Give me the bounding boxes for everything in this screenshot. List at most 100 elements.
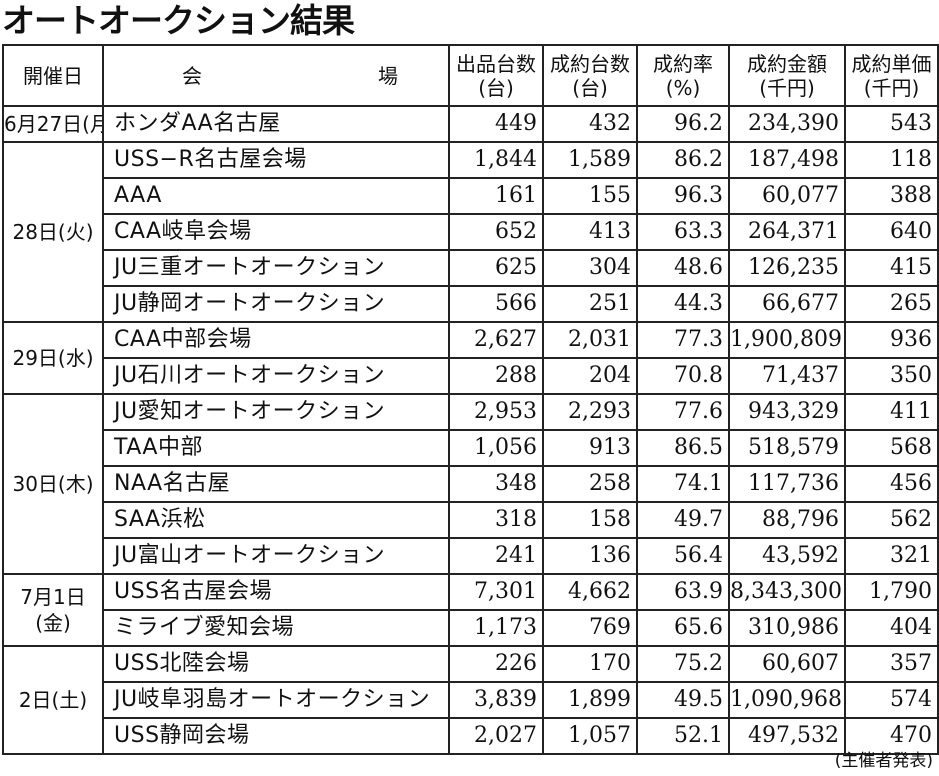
table-row: ミライブ愛知会場 1,173 769 65.6 310,986 404 — [3, 609, 939, 647]
date-label: 30日(木) — [12, 472, 94, 496]
venue-cell: AAA — [102, 177, 450, 215]
date-cell: 7月1日 (金) — [2, 573, 104, 647]
rate-cell: 77.3 — [636, 321, 730, 359]
table-row: NAA名古屋 348 258 74.1 117,736 456 — [3, 465, 939, 503]
sold-cell: 413 — [542, 213, 638, 251]
table-row: JU石川オートオークション 288 204 70.8 71,437 350 — [3, 357, 939, 395]
header-rate-unit: (%) — [665, 75, 701, 100]
sold-cell: 2,031 — [542, 321, 638, 359]
header-listed-label: 出品台数 — [456, 51, 536, 76]
listed-cell: 1,844 — [448, 141, 544, 179]
table-row: TAA中部 1,056 913 86.5 518,579 568 — [3, 429, 939, 467]
listed-cell: 348 — [448, 465, 544, 503]
unit-cell: 574 — [844, 681, 939, 719]
unit-cell: 543 — [844, 105, 939, 143]
amount-cell: 8,343,300 — [728, 573, 846, 611]
venue-cell: JU富山オートオークション — [102, 537, 450, 575]
venue-cell: JU岐阜羽島オートオークション — [102, 681, 450, 719]
rate-cell: 49.5 — [636, 681, 730, 719]
rate-cell: 65.6 — [636, 609, 730, 647]
source-footnote: (主催者発表) — [834, 751, 933, 771]
venue-cell: USS静岡会場 — [102, 717, 450, 755]
date-label: (金) — [35, 611, 71, 635]
listed-cell: 2,627 — [448, 321, 544, 359]
date-cell: 29日(水) — [2, 321, 104, 395]
table-row: JU富山オートオークション 241 136 56.4 43,592 321 — [3, 537, 939, 575]
header-unit-price: 成約単価 (千円) — [844, 44, 939, 107]
amount-cell: 60,607 — [728, 645, 846, 683]
rate-cell: 52.1 — [636, 717, 730, 755]
header-venue-label: 会 場 名 — [182, 63, 447, 88]
rate-cell: 49.7 — [636, 501, 730, 539]
unit-cell: 350 — [844, 357, 939, 395]
header-row: 開催日 会 場 名 出品台数 (台) 成約台数 (台) 成約率 (%) 成約金額… — [2, 44, 939, 107]
unit-cell: 1,790 — [844, 573, 939, 611]
table-row: CAA岐阜会場 652 413 63.3 264,371 640 — [3, 213, 939, 251]
unit-cell: 411 — [844, 393, 939, 431]
listed-cell: 449 — [448, 105, 544, 143]
date-label: 7月1日 — [20, 585, 86, 609]
amount-cell: 71,437 — [728, 357, 846, 395]
header-listed-unit: (台) — [478, 75, 514, 100]
unit-cell: 456 — [844, 465, 939, 503]
header-sold-label: 成約台数 — [550, 51, 630, 76]
header-amount-unit: (千円) — [759, 75, 815, 100]
sold-cell: 2,293 — [542, 393, 638, 431]
venue-cell: CAA岐阜会場 — [102, 213, 450, 251]
sold-cell: 136 — [542, 537, 638, 575]
date-label: 28日(火) — [12, 220, 94, 244]
listed-cell: 3,839 — [448, 681, 544, 719]
header-sold-unit: (台) — [572, 75, 608, 100]
table-row: 2日(土) USS北陸会場 226 170 75.2 60,607 357 — [2, 645, 939, 755]
date-cell: 28日(火) — [2, 141, 104, 323]
venue-cell: JU石川オートオークション — [102, 357, 450, 395]
amount-cell: 60,077 — [728, 177, 846, 215]
rate-cell: 44.3 — [636, 285, 730, 323]
rate-cell: 63.9 — [636, 573, 730, 611]
venue-cell: NAA名古屋 — [102, 465, 450, 503]
venue-cell: SAA浜松 — [102, 501, 450, 539]
rate-cell: 70.8 — [636, 357, 730, 395]
venue-cell: JU三重オートオークション — [102, 249, 450, 287]
table-row: JU静岡オートオークション 566 251 44.3 66,677 265 — [3, 285, 939, 323]
venue-cell: USS名古屋会場 — [102, 573, 450, 611]
unit-cell: 357 — [844, 645, 939, 683]
table-row: 30日(木) JU愛知オートオークション 2,953 2,293 77.6 943,329… — [2, 393, 939, 575]
listed-cell: 226 — [448, 645, 544, 683]
amount-cell: 264,371 — [728, 213, 846, 251]
table-row: USS静岡会場 2,027 1,057 52.1 497,532 470 — [3, 717, 939, 755]
sold-cell: 1,057 — [542, 717, 638, 755]
listed-cell: 625 — [448, 249, 544, 287]
sold-cell: 258 — [542, 465, 638, 503]
rate-cell: 86.5 — [636, 429, 730, 467]
amount-cell: 66,677 — [728, 285, 846, 323]
table-body: 6月27日(月)ホンダAA名古屋44943296.2234,39054328日(… — [2, 105, 939, 755]
listed-cell: 2,953 — [448, 393, 544, 431]
rate-cell: 96.3 — [636, 177, 730, 215]
header-unit-price-unit: (千円) — [863, 75, 920, 100]
table-row: JU三重オートオークション 625 304 48.6 126,235 415 — [3, 249, 939, 287]
sold-cell: 251 — [542, 285, 638, 323]
rate-cell: 77.6 — [636, 393, 730, 431]
unit-cell: 936 — [844, 321, 939, 359]
listed-cell: 1,173 — [448, 609, 544, 647]
unit-cell: 118 — [844, 141, 939, 179]
amount-cell: 88,796 — [728, 501, 846, 539]
amount-cell: 1,090,968 — [728, 681, 846, 719]
rate-cell: 86.2 — [636, 141, 730, 179]
table-row: 28日(火) USS−R名古屋会場 1,844 1,589 86.2 187,498 118 — [2, 141, 939, 323]
unit-cell: 415 — [844, 249, 939, 287]
date-label: 29日(水) — [12, 346, 94, 370]
listed-cell: 288 — [448, 357, 544, 395]
auction-results-table: 開催日 会 場 名 出品台数 (台) 成約台数 (台) 成約率 (%) 成約金額… — [2, 44, 939, 755]
header-amount: 成約金額 (千円) — [728, 44, 846, 107]
sold-cell: 155 — [542, 177, 638, 215]
amount-cell: 1,900,809 — [728, 321, 846, 359]
venue-cell: JU愛知オートオークション — [102, 393, 450, 431]
unit-cell: 321 — [844, 537, 939, 575]
listed-cell: 566 — [448, 285, 544, 323]
amount-cell: 518,579 — [728, 429, 846, 467]
header-listed: 出品台数 (台) — [448, 44, 544, 107]
table-row: JU岐阜羽島オートオークション 3,839 1,899 49.5 1,090,968 57… — [3, 681, 939, 719]
